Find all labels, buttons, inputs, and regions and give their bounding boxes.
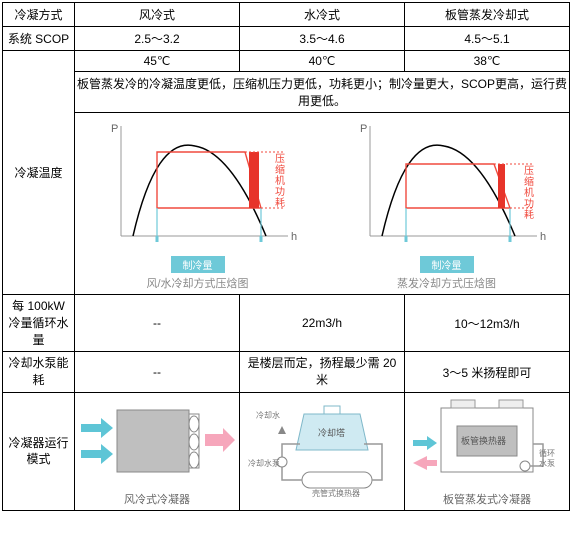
svg-text:功: 功 [275,186,285,198]
svg-text:机: 机 [524,186,534,199]
chart-right-caption: 蒸发冷却方式压焓图 [342,275,552,291]
svg-text:h: h [291,231,297,243]
row-scop-water: 3.5～4.6 [240,27,405,51]
diagram-air-caption: 风冷式冷凝器 [77,491,237,507]
svg-text:缩: 缩 [524,175,534,188]
row-pump-label: 冷却水泵能耗 [3,352,75,393]
svg-text:板管换热器: 板管换热器 [461,435,506,446]
row-pump-water: 是楼层而定，扬程最少需 20 米 [240,352,405,393]
row-scop-label: 系统 SCOP [3,27,75,51]
ph-chart-left: Ph 压缩机功耗 [93,116,303,251]
row-flow-water: 22m3/h [240,295,405,352]
svg-text:压: 压 [275,153,285,165]
hdr-water: 水冷式 [240,3,405,27]
row-temp-air: 45℃ [75,51,240,72]
row-pump-plate: 3～5 米扬程即可 [405,352,570,393]
svg-text:冷却塔: 冷却塔 [318,427,345,438]
svg-text:壳管式换热器: 壳管式换热器 [312,488,360,498]
water-cooled-diagram: 冷却塔壳管式换热器 冷却水泵 冷却水 [242,400,402,500]
svg-text:耗: 耗 [524,209,534,221]
row-flow-plate: 10～12m3/h [405,295,570,352]
row-flow-label: 每 100kW 冷量循环水量 [3,295,75,352]
svg-text:水泵: 水泵 [539,458,555,468]
plate-evap-diagram: 板管换热器循环水泵 [407,396,567,486]
cool-bar-left: 制冷量 [171,256,225,273]
chart-right: Ph 压缩机功耗 制冷量 蒸发冷却方式压焓图 [342,116,552,291]
svg-text:机: 机 [275,174,285,187]
chart-left-caption: 风/水冷却方式压焓图 [93,275,303,291]
svg-text:缩: 缩 [275,163,285,176]
chart-left: Ph 压缩机功耗 制冷量 风/水冷却方式压焓图 [93,116,303,291]
svg-text:耗: 耗 [275,197,285,209]
svg-text:P: P [111,123,118,135]
diagram-plate-caption: 板管蒸发式冷凝器 [407,491,567,507]
row-temp-plate: 38℃ [405,51,570,72]
row-scop-air: 2.5～3.2 [75,27,240,51]
svg-text:冷却水: 冷却水 [256,410,280,420]
diagram-water-cell: 冷却塔壳管式换热器 冷却水泵 冷却水 [240,392,405,510]
svg-text:h: h [540,231,546,243]
hdr-plate: 板管蒸发冷却式 [405,3,570,27]
row-temp-water: 40℃ [240,51,405,72]
row-pump-air: -- [75,352,240,393]
hdr-air: 风冷式 [75,3,240,27]
cool-bar-right: 制冷量 [420,256,474,273]
svg-text:循环: 循环 [539,448,555,458]
hdr-method: 冷凝方式 [3,3,75,27]
ph-chart-right: Ph 压缩机功耗 [342,116,552,251]
svg-text:P: P [360,123,367,135]
svg-text:压: 压 [524,165,534,177]
diagram-plate-cell: 板管换热器循环水泵 板管蒸发式冷凝器 [405,392,570,510]
row-temp-desc: 板管蒸发冷的冷凝温度更低，压缩机压力更低，功耗更小；制冷量更大，SCOP更高，运… [75,72,570,113]
row-scop-plate: 4.5～5.1 [405,27,570,51]
air-cooled-diagram [77,396,237,486]
row-mode-label: 冷凝器运行模式 [3,392,75,510]
charts-cell: Ph压缩机功耗 制冷量 风/水冷却方式压焓图 Ph压缩机功耗 制冷量 蒸发冷却方… [75,113,570,295]
diagram-air-cell: 风冷式冷凝器 [75,392,240,510]
row-flow-air: -- [75,295,240,352]
row-temp-label: 冷凝温度 [3,51,75,295]
svg-text:冷却水泵: 冷却水泵 [248,458,280,468]
svg-text:功: 功 [524,198,534,210]
